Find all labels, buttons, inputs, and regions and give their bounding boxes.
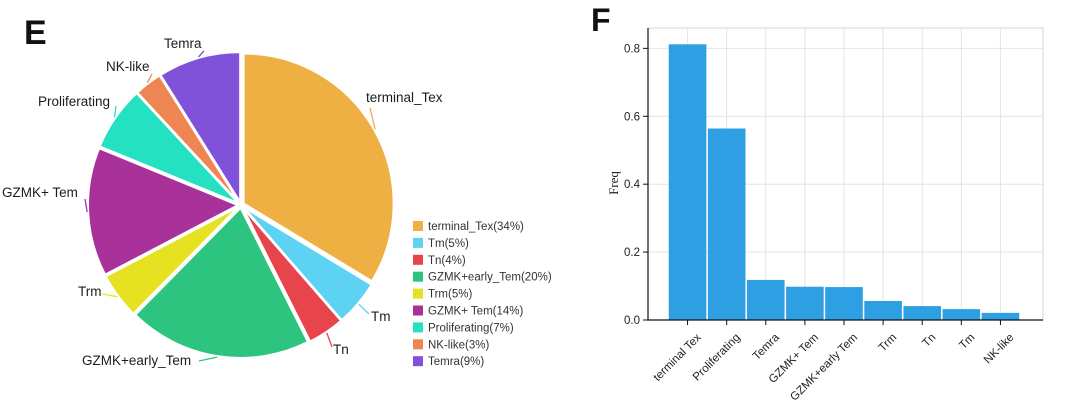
y-tick-label: 0.4 <box>624 179 641 191</box>
pie-slice-tn <box>241 206 343 343</box>
pie-label-temra: Temra <box>164 36 202 51</box>
legend-item-tm: Tm(5%) <box>413 237 469 250</box>
pie-legend: terminal_Tex(34%) Tm(5%) Tn(4%) GZMK+early_… <box>413 221 552 368</box>
pie-slice-nk-like <box>136 74 241 204</box>
pie-leader-gzmk-tem <box>84 198 88 213</box>
bar-proliferating <box>707 128 746 320</box>
legend-item-terminal-tex: terminal_Tex(34%) <box>413 221 524 233</box>
bar-terminal-tex <box>668 44 707 321</box>
pie-slice-gzmk-early-tem <box>134 206 310 359</box>
legend-label-terminal-tex: terminal_Tex(34%) <box>428 221 524 233</box>
pie-label-nk-like: NK-like <box>106 59 150 74</box>
pie-label-proliferating: Proliferating <box>38 94 110 109</box>
legend-label-nk-like: NK-like(3%) <box>428 339 490 351</box>
pie-label-tm: Tm <box>371 309 391 324</box>
pie-leader-terminal-tex <box>369 107 376 130</box>
pie-labels: terminal_Tex Tm Tn GZMK+early_Tem Trm GZMK+ T… <box>2 36 443 368</box>
pie-slices <box>87 51 395 359</box>
legend-item-gzmk-early-tem: GZMK+early_Tem(20%) <box>413 271 552 284</box>
legend-item-proliferating: Proliferating(7%) <box>413 322 514 334</box>
legend-label-gzmk-tem: GZMK+ Tem(14%) <box>428 306 523 318</box>
y-axis-ticks: 0.0 0.2 0.4 0.6 0.8 <box>624 43 648 327</box>
bar-trm <box>864 300 902 320</box>
pie-leader-trm <box>101 293 118 298</box>
bar-nk-like <box>981 312 1020 320</box>
legend-label-temra: Temra(9%) <box>428 356 484 368</box>
pie-leader-temra <box>197 50 205 58</box>
bar-gzmk-tem <box>786 286 824 320</box>
pie-leader-tm <box>358 303 370 315</box>
legend-item-trm: Trm(5%) <box>413 288 472 301</box>
panel-e-letter: E <box>24 14 47 52</box>
legend-label-tn: Tn(4%) <box>428 255 466 267</box>
legend-swatch-temra <box>413 356 423 367</box>
bar-tn <box>903 306 942 320</box>
legend-label-trm: Trm(5%) <box>428 289 472 301</box>
pie-slice-terminal-tex <box>242 52 395 283</box>
pie-label-trm: Trm <box>78 284 102 299</box>
legend-swatch-nk-like <box>413 339 423 350</box>
legend-swatch-tn <box>413 254 423 265</box>
pie-label-gzmk-tem: GZMK+ Tem <box>2 185 78 200</box>
legend-label-tm: Tm(5%) <box>428 238 469 250</box>
legend-swatch-gzmk-early-tem <box>413 271 423 282</box>
bar-axes <box>647 28 1043 321</box>
pie-label-terminal-tex: terminal_Tex <box>366 90 443 105</box>
legend-swatch-tm <box>413 237 423 248</box>
bar-series <box>668 44 1020 321</box>
pie-leader-proliferating <box>113 105 117 118</box>
legend-swatch-proliferating <box>413 322 423 333</box>
y-tick-label: 0.8 <box>624 43 640 55</box>
pie-label-tn: Tn <box>333 342 349 357</box>
panel-e: E terminal_Tex Tm Tn GZMK+early_Tem Trm GZMK+… <box>2 14 552 368</box>
panel-f-letter: F <box>591 2 611 38</box>
y-tick-label: 0.2 <box>624 247 640 259</box>
pie-leader-nk-like <box>146 73 153 84</box>
pie-leader-tn <box>326 332 333 348</box>
pie-slice-trm <box>104 205 240 315</box>
legend-label-gzmk-early-tem: GZMK+early_Tem(20%) <box>428 272 552 284</box>
y-tick-label: 0.6 <box>624 111 640 123</box>
y-tick-label: 0.0 <box>624 315 640 327</box>
legend-swatch-gzmk-tem <box>413 305 423 316</box>
bar-tm <box>942 309 981 320</box>
pie-slice-gzmk-tem <box>87 147 239 276</box>
legend-label-proliferating: Proliferating(7%) <box>428 322 514 334</box>
legend-item-tn: Tn(4%) <box>413 255 466 267</box>
legend-item-temra: Temra(9%) <box>413 356 484 368</box>
bar-gzmk-early-tem <box>825 287 863 320</box>
pie-slice-temra <box>159 51 242 204</box>
y-axis-title: Freq <box>606 171 621 195</box>
legend-swatch-terminal-tex <box>413 221 423 231</box>
pie-label-gzmk-early-tem: GZMK+early_Tem <box>82 353 191 368</box>
legend-item-nk-like: NK-like(3%) <box>413 339 490 351</box>
legend-item-gzmk-tem: GZMK+ Tem(14%) <box>413 305 523 318</box>
pie-leader-gzmk-early-tem <box>198 356 218 362</box>
bar-temra <box>746 279 785 320</box>
legend-swatch-trm <box>413 288 423 299</box>
